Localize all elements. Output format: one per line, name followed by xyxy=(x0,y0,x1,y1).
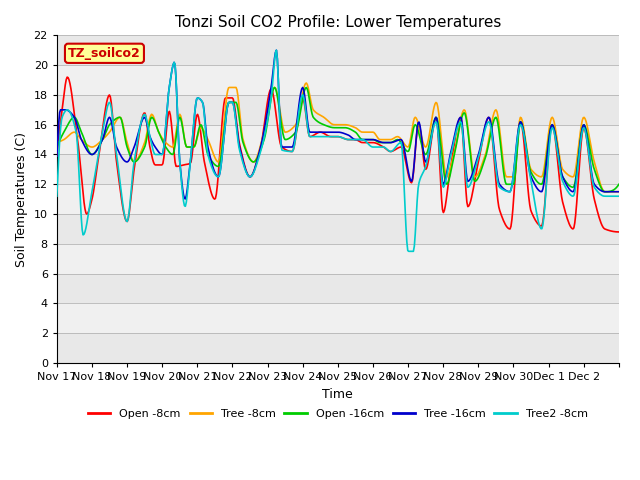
Bar xyxy=(57,95,619,125)
Bar xyxy=(57,184,619,214)
Bar xyxy=(57,333,619,363)
Bar xyxy=(57,303,619,333)
Y-axis label: Soil Temperatures (C): Soil Temperatures (C) xyxy=(15,132,28,267)
Text: TZ_soilco2: TZ_soilco2 xyxy=(68,47,141,60)
Bar xyxy=(57,65,619,95)
Bar xyxy=(57,125,619,155)
Bar xyxy=(57,155,619,184)
Title: Tonzi Soil CO2 Profile: Lower Temperatures: Tonzi Soil CO2 Profile: Lower Temperatur… xyxy=(175,15,501,30)
X-axis label: Time: Time xyxy=(323,388,353,401)
Bar xyxy=(57,274,619,303)
Bar xyxy=(57,36,619,65)
Bar xyxy=(57,244,619,274)
Legend: Open -8cm, Tree -8cm, Open -16cm, Tree -16cm, Tree2 -8cm: Open -8cm, Tree -8cm, Open -16cm, Tree -… xyxy=(84,404,592,423)
Bar xyxy=(57,214,619,244)
